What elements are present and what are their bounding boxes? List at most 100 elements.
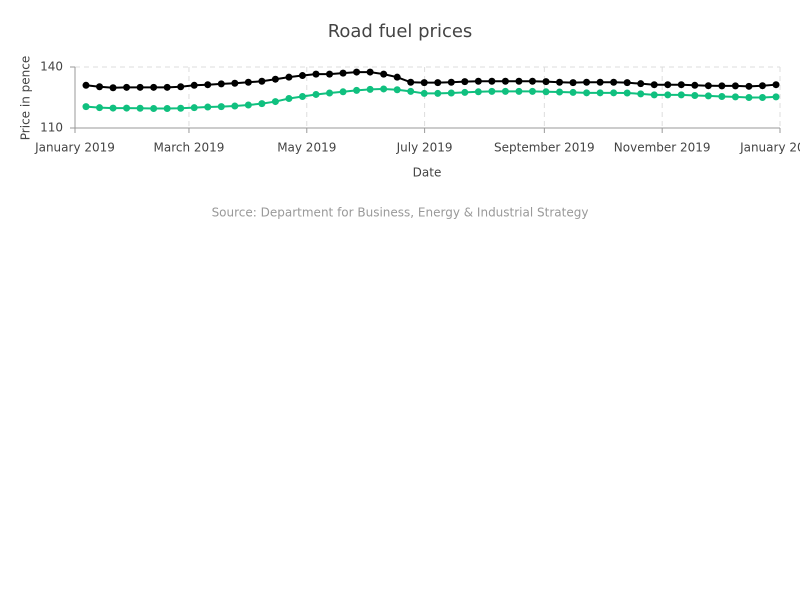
point (434, 79, 442, 87)
point (474, 88, 482, 96)
x-tick-label: July 2019 (396, 141, 453, 155)
point (312, 70, 320, 78)
point (177, 104, 185, 112)
point (312, 90, 320, 98)
point (217, 103, 225, 111)
point (150, 104, 158, 112)
line (85, 71, 777, 89)
x-tick-label: January 2019 (34, 141, 115, 155)
point (704, 92, 712, 100)
point (407, 78, 415, 86)
point (569, 79, 577, 87)
point (366, 85, 374, 93)
point (569, 88, 577, 96)
point (190, 104, 198, 112)
point (691, 91, 699, 99)
point (664, 91, 672, 99)
point (610, 89, 618, 97)
point (556, 78, 564, 86)
point (339, 69, 347, 77)
point (244, 78, 252, 86)
point (447, 89, 455, 97)
point (434, 89, 442, 97)
point (326, 70, 334, 78)
point (326, 89, 334, 97)
point (528, 77, 536, 85)
point (542, 78, 550, 86)
point (677, 81, 685, 89)
point (731, 82, 739, 90)
point (82, 81, 90, 89)
x-axis-label: Date (413, 166, 442, 180)
point (190, 81, 198, 89)
point (204, 81, 212, 89)
point (772, 81, 780, 89)
point (637, 80, 645, 88)
point (758, 94, 766, 101)
point (407, 87, 415, 95)
point (515, 77, 523, 85)
point (136, 104, 144, 112)
point (258, 100, 266, 108)
point (420, 79, 428, 87)
point (623, 79, 631, 87)
point (380, 85, 388, 93)
point (271, 75, 279, 83)
point (258, 77, 266, 85)
point (650, 91, 658, 99)
point (96, 83, 104, 91)
point (244, 101, 252, 109)
line (85, 87, 777, 110)
point (298, 72, 306, 80)
y-axis-label: Price in pence (19, 56, 33, 140)
point (556, 88, 564, 96)
point (501, 87, 509, 95)
source: Source: Department for Business, Energy … (212, 206, 589, 220)
point (217, 80, 225, 88)
y-tick-label: 110 (40, 121, 63, 135)
point (136, 83, 144, 91)
point (515, 87, 523, 95)
point (339, 88, 347, 96)
point (163, 104, 171, 112)
chart-title: Road fuel prices (328, 21, 473, 42)
point (366, 68, 374, 76)
point (109, 104, 117, 112)
point (380, 70, 388, 78)
point (718, 92, 726, 100)
point (691, 81, 699, 89)
point (461, 88, 469, 96)
point (731, 93, 739, 101)
point (231, 102, 239, 110)
point (353, 68, 361, 76)
point (461, 78, 469, 86)
point (488, 77, 496, 85)
point (596, 78, 604, 86)
point (542, 88, 550, 96)
point (96, 104, 104, 112)
point (745, 82, 753, 90)
point (718, 82, 726, 90)
point (271, 98, 279, 106)
point (285, 95, 293, 103)
point (393, 73, 401, 81)
point (150, 83, 158, 91)
point (637, 90, 645, 98)
point (488, 87, 496, 95)
point (501, 77, 509, 85)
point (664, 81, 672, 89)
point (231, 79, 239, 87)
point (704, 82, 712, 90)
point (177, 83, 185, 91)
point (298, 92, 306, 100)
point (610, 78, 618, 86)
x-tick-label: May 2019 (277, 141, 336, 155)
point (123, 83, 131, 91)
point (163, 83, 171, 91)
x-tick-label: September 2019 (494, 141, 595, 155)
point (583, 89, 591, 97)
point (745, 94, 753, 101)
point (758, 82, 766, 90)
point (528, 87, 536, 95)
